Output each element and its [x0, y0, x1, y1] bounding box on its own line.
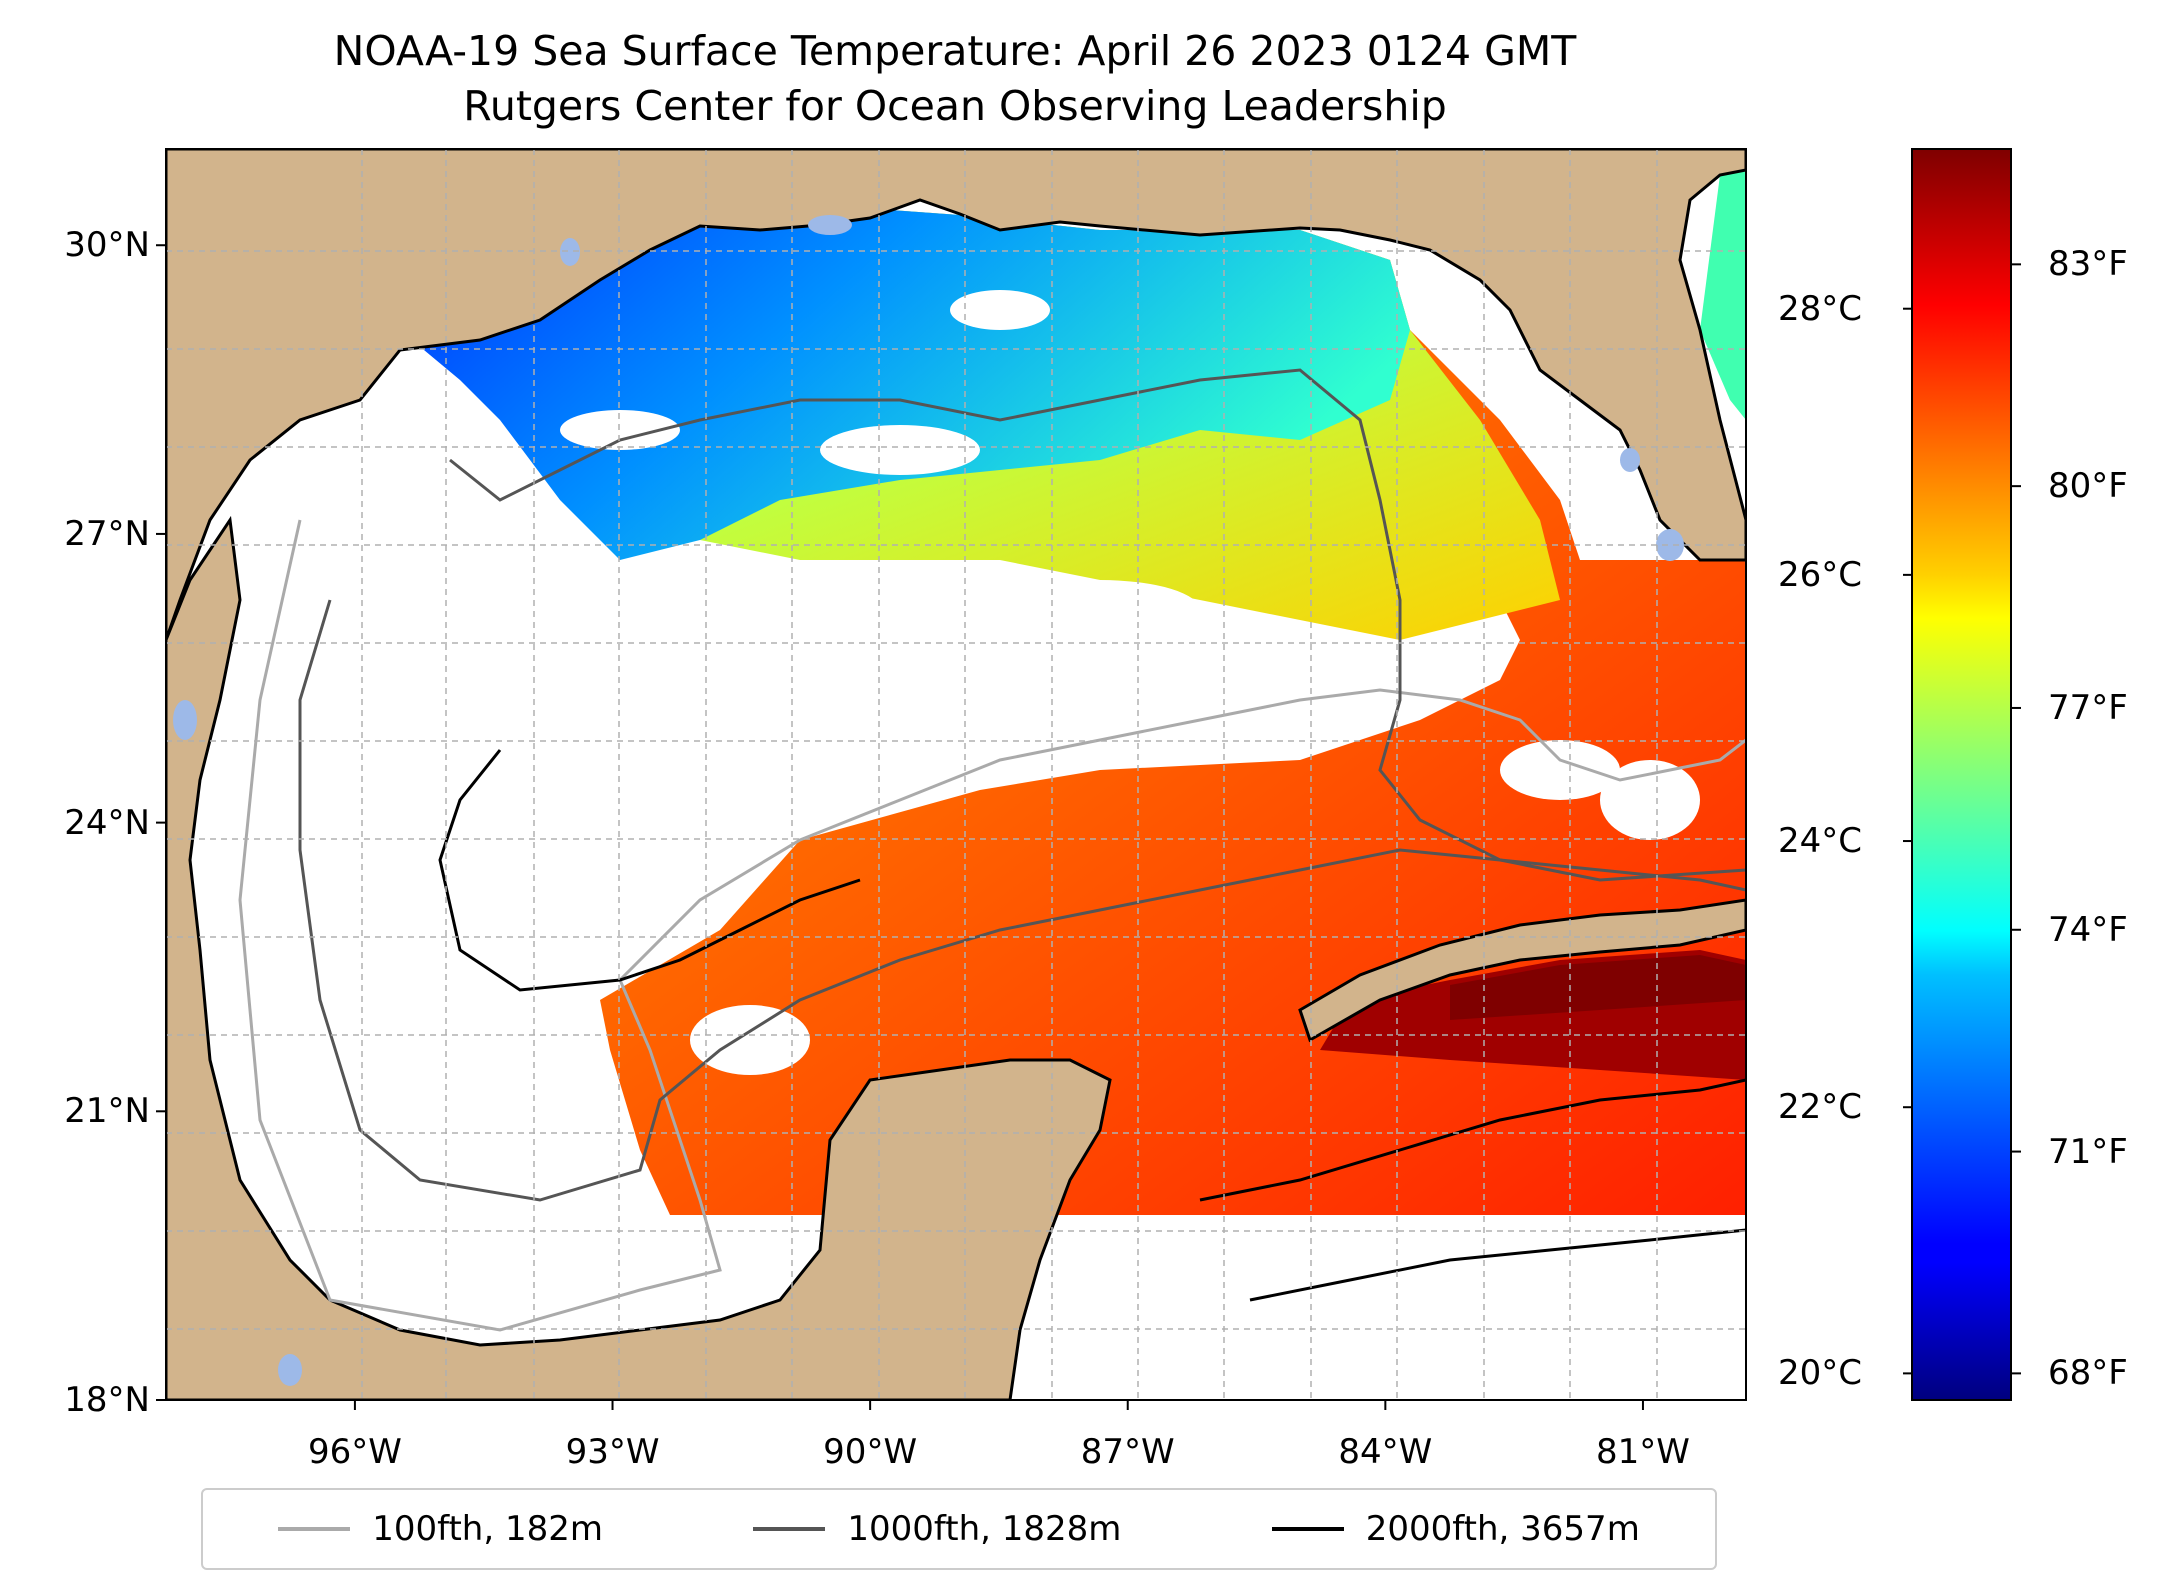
map-subtitle: Rutgers Center for Ocean Observing Leade… [463, 82, 1447, 130]
colorbar-celsius-tick-label: 28°C [1778, 288, 1863, 329]
legend-label-2000fth: 2000fth, 3657m [1365, 1509, 1640, 1549]
legend-item-2000fth: 2000fth, 3657m [1271, 1509, 1640, 1549]
colorbar-fahrenheit-tick-label: 83°F [2048, 244, 2128, 285]
colorbar-celsius-tick-label: 24°C [1778, 821, 1863, 862]
lakes [173, 215, 1684, 1386]
legend-swatch-2000fth [1271, 1527, 1344, 1531]
colorbar-fahrenheit-tick-label: 77°F [2048, 687, 2128, 728]
legend-label-1000fth: 1000fth, 1828m [847, 1509, 1122, 1549]
colorbar-celsius-tick-label: 20°C [1778, 1353, 1863, 1394]
lat-tick-marks [156, 244, 166, 1401]
lon-tick-label: 90°W [823, 1432, 918, 1472]
lon-tick-label: 93°W [565, 1432, 660, 1472]
colorbar-fahrenheit-tick-label: 74°F [2048, 909, 2128, 950]
lat-tick-label: 24°N [64, 802, 150, 843]
colorbar [1911, 148, 2012, 1401]
colorbar-fahrenheit-tick-label: 68°F [2048, 1353, 2128, 1394]
lat-tick-label: 18°N [64, 1380, 150, 1420]
colorbar-celsius-tick-label: 22°C [1778, 1087, 1863, 1128]
colorbar-fahrenheit-tick-marks [2011, 263, 2021, 1375]
lon-tick-label: 87°W [1080, 1432, 1175, 1472]
legend-label-100fth: 100fth, 182m [372, 1509, 603, 1549]
colorbar-fahrenheit-tick-label: 71°F [2048, 1131, 2128, 1172]
colorbar-fahrenheit-tick-label: 80°F [2048, 466, 2128, 507]
colorbar-celsius-tick-label: 26°C [1778, 554, 1863, 595]
lon-tick-label: 81°W [1596, 1432, 1690, 1472]
colorbar-celsius-tick-marks [1903, 307, 1912, 1375]
map-title: NOAA-19 Sea Surface Temperature: April 2… [333, 27, 1577, 75]
lon-tick-marks [353, 1400, 1644, 1410]
legend-swatch-100fth [278, 1527, 351, 1531]
legend-item-100fth: 100fth, 182m [278, 1509, 603, 1549]
bathymetry-contours [238, 368, 1746, 1332]
legend-item-1000fth: 1000fth, 1828m [753, 1509, 1121, 1549]
legend-swatch-1000fth [753, 1527, 826, 1531]
lat-tick-label: 27°N [64, 513, 150, 554]
lon-tick-label: 84°W [1338, 1432, 1433, 1472]
map-frame [165, 148, 1747, 1401]
contour-legend: 100fth, 182m 1000fth, 1828m 2000fth, 365… [201, 1488, 1717, 1570]
lon-tick-label: 96°W [307, 1432, 402, 1472]
lat-tick-label: 21°N [64, 1091, 150, 1132]
lat-tick-label: 30°N [64, 225, 150, 266]
